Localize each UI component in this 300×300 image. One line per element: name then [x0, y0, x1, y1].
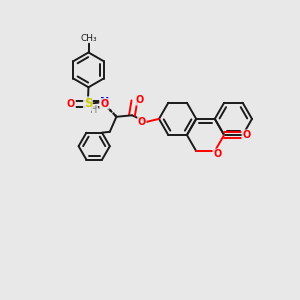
Text: O: O	[136, 95, 144, 105]
Text: CH₃: CH₃	[80, 34, 97, 43]
Text: O: O	[242, 130, 250, 140]
Text: O: O	[100, 99, 109, 109]
Text: O: O	[138, 117, 146, 127]
Text: H: H	[90, 105, 98, 115]
Text: O: O	[213, 149, 221, 159]
Text: O: O	[67, 99, 75, 109]
Text: N: N	[100, 98, 109, 107]
Text: S: S	[84, 97, 92, 110]
